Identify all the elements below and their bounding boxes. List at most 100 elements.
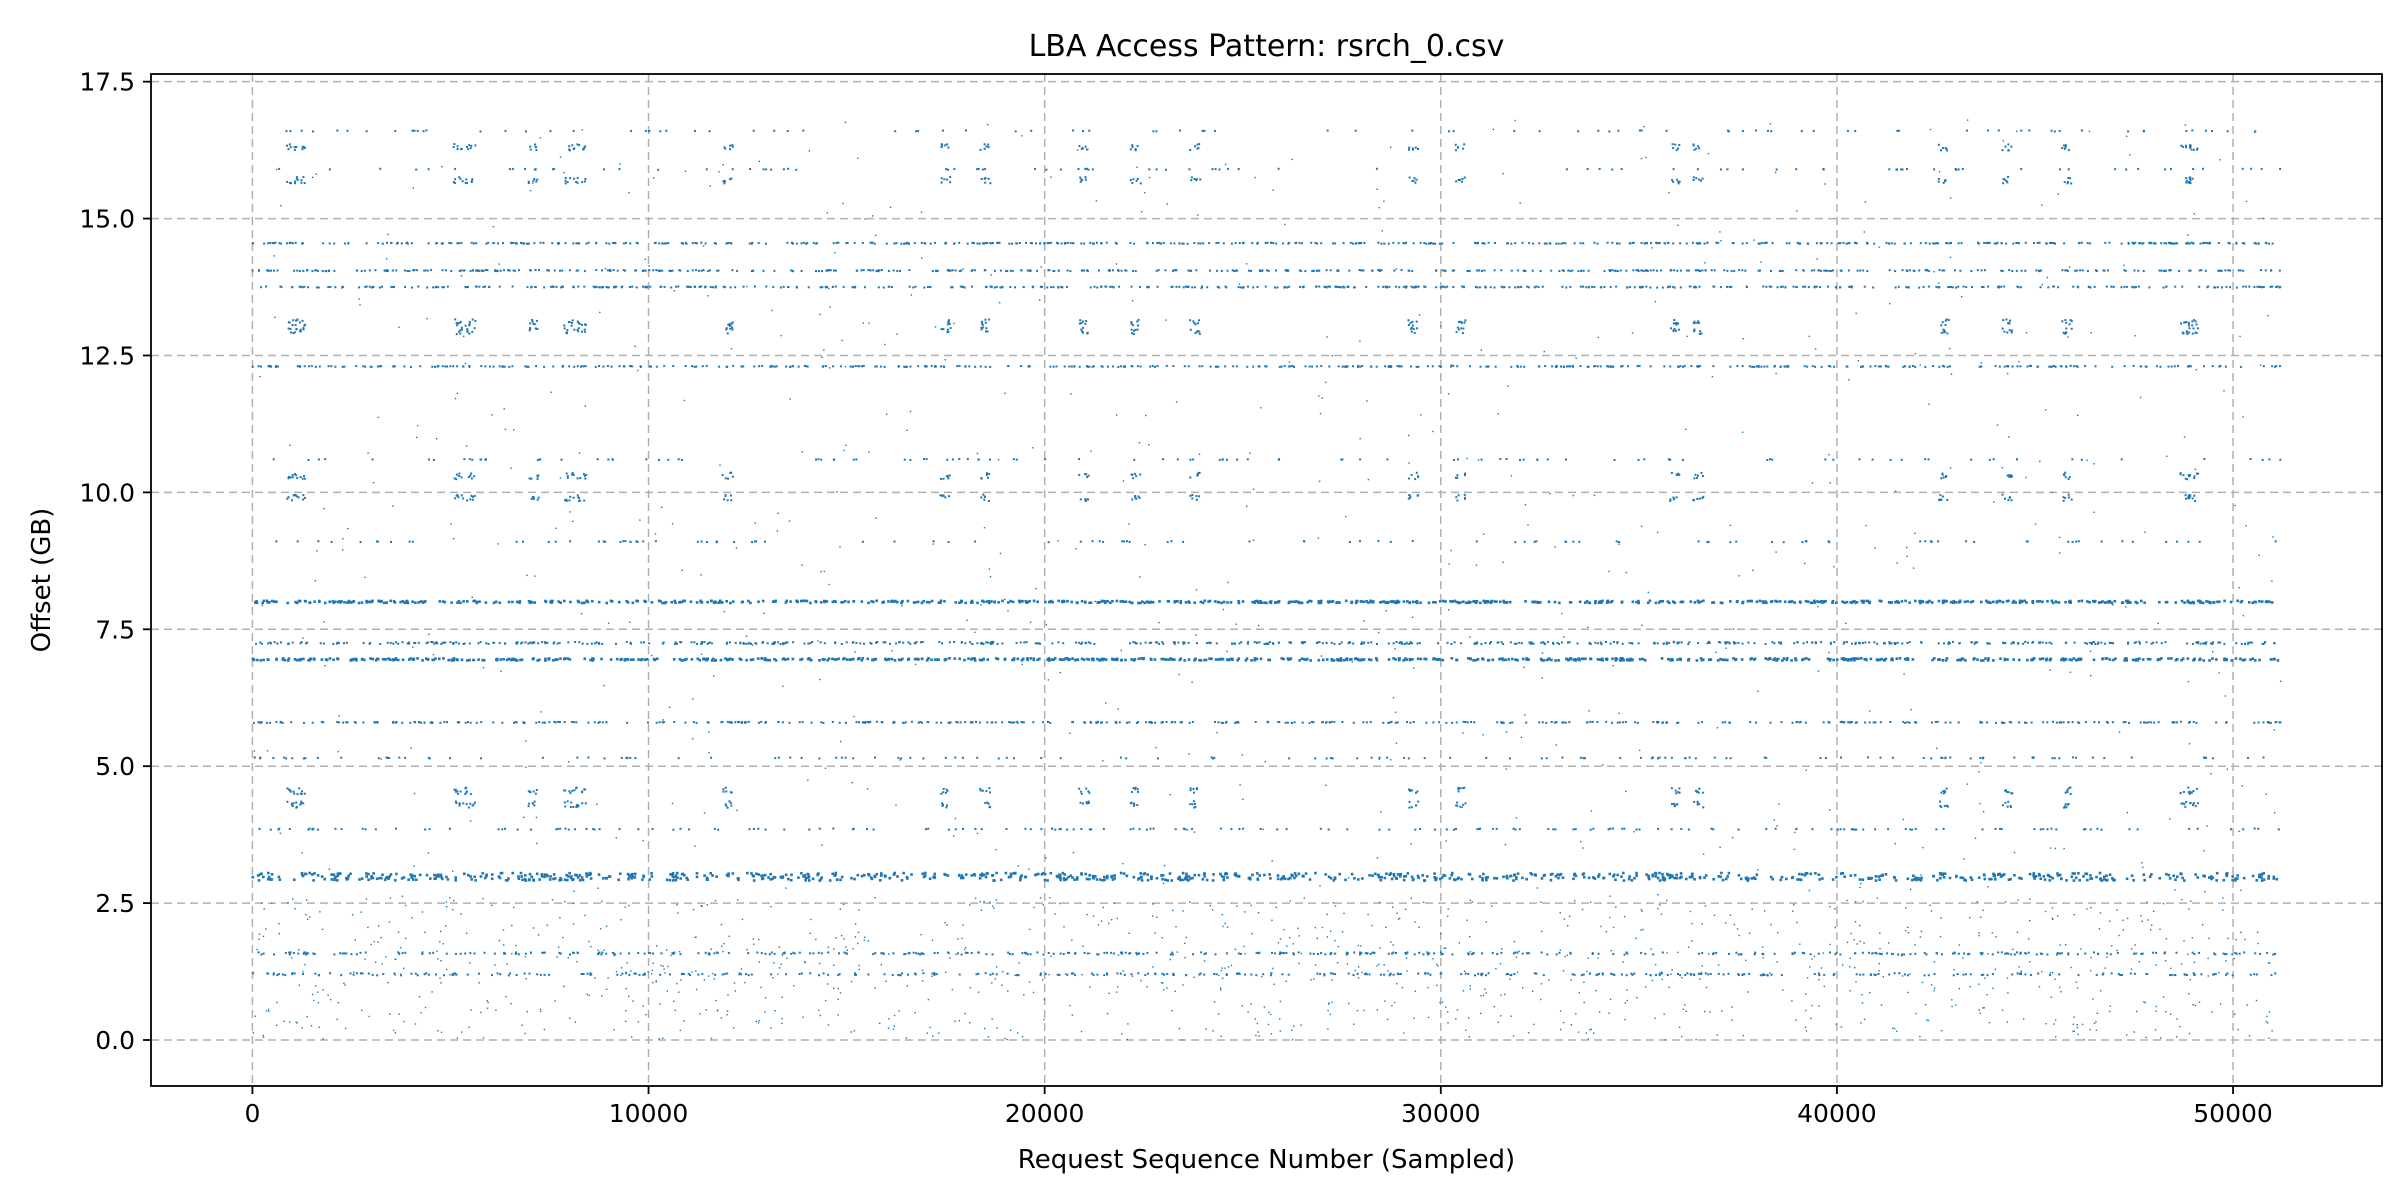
data-point <box>1287 601 1291 605</box>
data-point <box>615 285 618 288</box>
data-point <box>1147 286 1150 289</box>
data-point <box>2076 365 2079 368</box>
data-point <box>729 286 732 289</box>
data-point <box>1411 270 1414 273</box>
data-point <box>1195 269 1198 272</box>
data-point <box>1943 872 1947 875</box>
data-point <box>702 269 705 272</box>
data-point <box>2234 657 2238 660</box>
data-point <box>1987 285 1989 288</box>
data-point <box>1802 269 1805 272</box>
data-point <box>1424 657 1428 661</box>
data-point <box>2275 365 2278 368</box>
data-point <box>1400 642 1403 645</box>
data-point <box>2178 270 2181 272</box>
data-point <box>548 878 552 881</box>
data-point <box>935 269 938 272</box>
data-point <box>1540 877 1544 880</box>
data-point <box>673 875 676 879</box>
data-point <box>334 286 337 289</box>
data-point <box>279 242 282 245</box>
data-point <box>441 600 445 603</box>
data-point <box>1718 641 1720 643</box>
data-point <box>454 879 457 882</box>
data-point <box>1397 242 1400 245</box>
data-point <box>401 600 405 603</box>
data-point <box>1423 879 1426 882</box>
data-point <box>1311 365 1314 368</box>
data-point <box>681 872 685 876</box>
data-point <box>1481 878 1484 882</box>
data-point <box>795 242 798 245</box>
data-point <box>528 872 532 876</box>
data-point <box>1363 641 1366 644</box>
data-point <box>888 876 891 880</box>
data-point <box>341 286 343 289</box>
data-point <box>2224 365 2227 368</box>
data-point <box>1342 658 1346 662</box>
data-point <box>269 242 272 244</box>
data-point <box>782 285 785 288</box>
data-point <box>1539 601 1542 604</box>
data-point <box>1245 657 1249 660</box>
data-point <box>985 285 988 288</box>
data-point <box>1048 600 1052 604</box>
data-point <box>1487 241 1490 244</box>
data-point <box>2158 877 2162 880</box>
data-point <box>2215 879 2218 882</box>
data-point <box>577 269 580 272</box>
data-point <box>2174 878 2177 881</box>
data-point <box>1139 365 1142 368</box>
data-point <box>2092 599 2095 603</box>
data-point <box>1620 875 1623 878</box>
data-point <box>1734 657 1738 661</box>
data-point <box>1493 269 1496 272</box>
data-point <box>1827 285 1829 288</box>
data-point <box>2123 285 2126 288</box>
data-point <box>1290 873 1293 877</box>
data-point <box>2146 657 2150 661</box>
data-point <box>1405 285 1408 288</box>
data-point <box>1338 286 1341 289</box>
data-point <box>898 269 901 272</box>
data-point <box>874 365 877 368</box>
data-point <box>1274 601 1277 604</box>
data-point <box>989 365 992 368</box>
data-point <box>1236 269 1239 272</box>
data-point <box>301 874 305 878</box>
data-point <box>1052 270 1055 272</box>
data-point <box>450 659 453 662</box>
data-point <box>1216 600 1220 604</box>
data-point <box>1337 269 1340 272</box>
data-point <box>470 878 473 881</box>
data-point <box>458 270 461 272</box>
data-point <box>1201 365 1204 368</box>
data-point <box>1003 658 1007 661</box>
data-point <box>754 285 756 288</box>
data-point <box>908 285 911 288</box>
data-point <box>1680 641 1683 644</box>
data-point <box>1435 876 1438 880</box>
data-point <box>484 876 487 880</box>
data-point <box>492 641 495 644</box>
data-point <box>731 658 734 661</box>
data-point <box>1614 269 1617 272</box>
data-point <box>668 878 672 882</box>
data-point <box>855 642 858 644</box>
data-point <box>2243 658 2247 661</box>
data-point <box>734 286 737 289</box>
data-point <box>993 269 996 272</box>
data-point <box>452 657 456 660</box>
data-point <box>1475 269 1478 272</box>
data-point <box>1085 877 1089 881</box>
data-point <box>669 873 672 876</box>
data-point <box>1753 642 1756 645</box>
data-point <box>378 876 382 880</box>
data-point <box>1377 269 1380 272</box>
data-point <box>333 242 336 245</box>
data-point <box>1748 365 1751 368</box>
data-point <box>1012 657 1016 660</box>
data-point <box>360 270 363 273</box>
data-point <box>416 657 419 660</box>
data-point <box>887 270 890 272</box>
